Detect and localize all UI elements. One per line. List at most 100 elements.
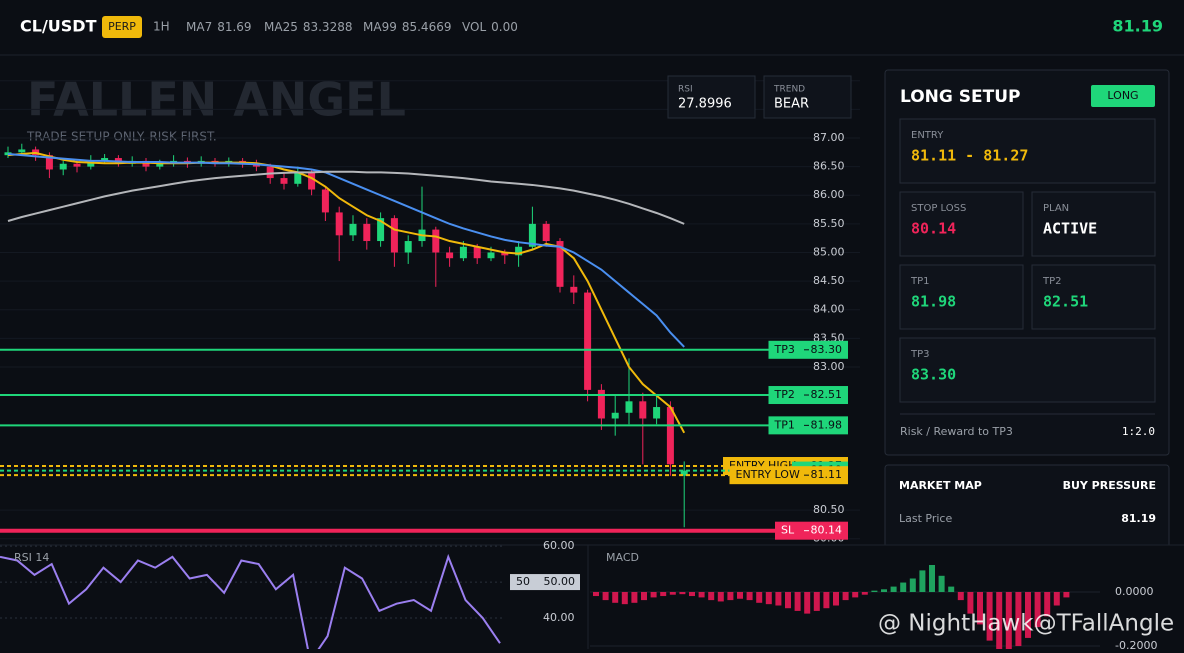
macd-bar [957,592,964,601]
candle-body [390,218,398,253]
macd-bar [1063,592,1070,598]
macd-bar [737,592,743,599]
y-tick-label: 85.00 [813,245,845,258]
last-price: 81.19 [1112,17,1163,36]
candle-body [321,189,329,213]
macd-bar [612,592,619,603]
macd-bar [948,586,955,593]
level-tag [729,466,848,485]
macd-bar [900,582,907,593]
level-value: 80.14 [811,524,843,537]
setup-title: LONG SETUP [900,87,1021,107]
entry-label: ENTRY [911,130,944,141]
long-badge[interactable] [1091,85,1155,107]
macd-bar [698,592,705,598]
macd-bar [746,592,753,601]
macd-bar [1044,592,1051,617]
vol-name: VOL [462,20,486,34]
candle-body [404,241,412,253]
ma-name: MA25 [264,20,298,34]
y-tick-label: 87.00 [813,131,845,144]
ma-name: MA7 [186,20,212,34]
trend-box-label: TREND [773,85,805,95]
moving-average [7,151,686,434]
interval[interactable]: 1H [153,20,170,34]
candle-body [584,292,592,390]
rsi-tick-label: 40.00 [543,611,575,624]
tp2-label: TP2 [1042,276,1062,287]
macd-bar [717,592,724,602]
candle-body [156,163,164,167]
candle-body [542,223,550,242]
volume-indicator: VOL 0.00 [462,20,518,34]
entry-card [899,118,1156,184]
y-tick-label: 80.50 [813,503,845,516]
candle-body [501,252,509,256]
candle-body [487,252,495,259]
macd-bar [775,592,782,606]
ma7-indicator: MA7 81.69 [186,20,252,34]
vol-value: 0.00 [491,20,518,34]
stop-value: 80.14 [911,220,956,238]
macd-bar [1005,592,1012,649]
y-tick-label: 84.50 [813,274,845,287]
candle-body [611,412,619,419]
macd-bar [727,592,734,601]
rsi-marker-tag [510,574,580,591]
rsi-box-label: RSI [678,85,693,95]
level-value: 82.51 [811,388,843,401]
candle-body [4,152,12,156]
macd-bar [660,592,667,597]
rsi-marker-name: 50 [516,575,530,588]
candle-body [18,149,26,153]
stop-card [899,191,1024,257]
macd-bar [919,570,926,593]
tp1-value: 81.98 [911,293,956,311]
perp-badge [102,16,142,38]
macd-bar [804,592,811,614]
plan-label: PLAN [1043,203,1069,214]
perp-badge-text: PERP [108,20,136,33]
market-map-title: MARKET MAP [899,479,982,492]
market-map-status: BUY PRESSURE [1063,479,1156,492]
rsi-marker-value: 50.00 [544,575,576,588]
ma99-indicator: MA99 85.4669 [363,20,451,34]
macd-bar [708,592,715,601]
candle-body [45,155,53,170]
candle-body [266,166,274,179]
ma25-indicator: MA25 83.3288 [264,20,352,34]
macd-bar [785,592,791,609]
candle-body [446,252,454,259]
candle-body [625,401,633,413]
level-name: TP3 [774,343,795,356]
ma-value: 85.4669 [402,20,452,34]
tp3-value: 83.30 [911,366,956,384]
last-price-value: 81.19 [1121,512,1156,525]
rr-value: 1:2.0 [1122,425,1155,438]
macd-bar [794,592,801,611]
level-value: 81.98 [811,418,843,431]
overlay-watermark: @ NightHawk@TFallAngle [878,611,1174,637]
candle-body [515,246,523,256]
macd-bar [1034,592,1041,628]
level-value: 81.11 [811,468,843,481]
candle-body [556,241,564,287]
rsi-tick-label: 60.00 [543,539,575,552]
candle-body [335,212,343,236]
macd-bar [986,592,993,641]
symbol[interactable]: CL/USDT [20,17,97,36]
entry-value: 81.11 - 81.27 [911,147,1028,165]
candle-body [101,158,109,161]
macd-bar [967,592,974,614]
y-tick-label: 86.50 [813,160,845,173]
rsi-pane [0,545,505,649]
macd-tick-label: 0.0000 [1115,585,1154,598]
candle-body [680,470,688,476]
trend-box-value: BEAR [774,97,809,112]
long-badge-text[interactable]: LONG [1107,89,1138,102]
macd-bar [641,592,647,601]
macd-bar [852,592,859,598]
macd-tick-label: -0.2000 [1115,639,1157,649]
rsi-title: RSI 14 [14,551,49,564]
